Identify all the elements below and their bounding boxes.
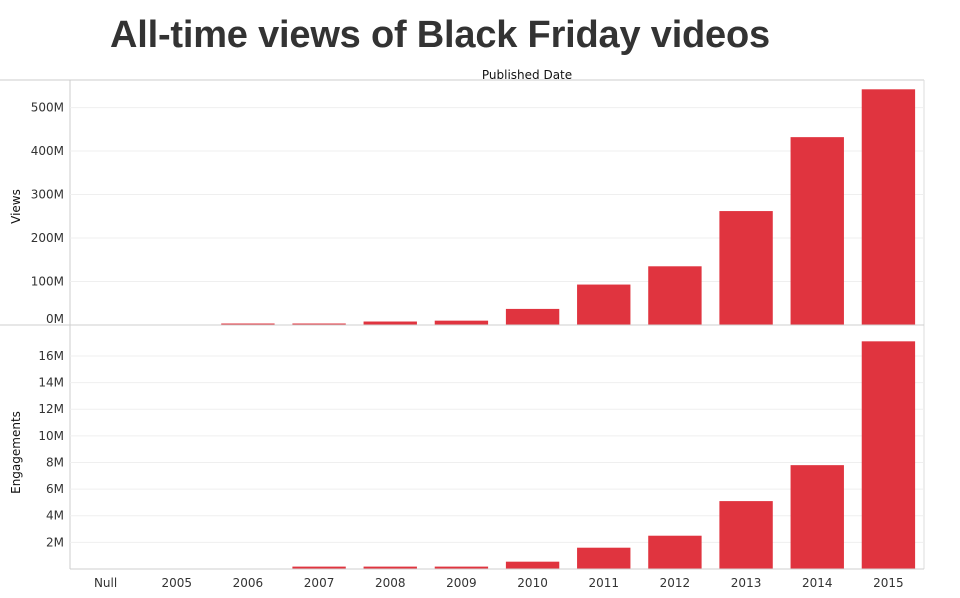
bar bbox=[363, 566, 417, 569]
bar bbox=[719, 501, 773, 569]
bar bbox=[790, 137, 844, 325]
x-tick-label: 2006 bbox=[233, 576, 264, 590]
y-tick-label: 12M bbox=[38, 402, 64, 416]
bar bbox=[434, 566, 489, 569]
y-tick-label: 6M bbox=[46, 482, 64, 496]
x-tick-label: 2009 bbox=[446, 576, 477, 590]
bar bbox=[221, 323, 275, 325]
y-tick-label: 14M bbox=[38, 376, 64, 390]
bar bbox=[292, 323, 346, 325]
bar bbox=[505, 561, 560, 569]
y-axis-label: Engagements bbox=[9, 411, 23, 494]
y-tick-label: 4M bbox=[46, 509, 64, 523]
x-tick-label: 2013 bbox=[731, 576, 762, 590]
y-axis-label: Views bbox=[9, 189, 23, 224]
y-tick-label: 0M bbox=[46, 312, 64, 326]
x-tick-label: 2014 bbox=[802, 576, 833, 590]
bar bbox=[505, 308, 560, 325]
chart-title: All-time views of Black Friday videos bbox=[110, 14, 770, 56]
x-tick-label: 2005 bbox=[161, 576, 192, 590]
bar bbox=[648, 266, 702, 325]
bar bbox=[790, 465, 844, 569]
x-tick-label: 2008 bbox=[375, 576, 406, 590]
x-tick-label: 2011 bbox=[588, 576, 619, 590]
x-tick-label: Null bbox=[94, 576, 117, 590]
y-tick-label: 300M bbox=[31, 188, 64, 202]
bar bbox=[292, 566, 346, 569]
bar bbox=[719, 211, 773, 325]
bar bbox=[648, 535, 702, 569]
bar bbox=[577, 547, 631, 569]
column-header: Published Date bbox=[482, 68, 572, 82]
x-tick-label: 2010 bbox=[517, 576, 548, 590]
bar bbox=[434, 320, 489, 325]
x-tick-label: 2007 bbox=[304, 576, 335, 590]
bar bbox=[861, 89, 916, 325]
y-tick-label: 8M bbox=[46, 455, 64, 469]
y-tick-label: 500M bbox=[31, 101, 64, 115]
y-tick-label: 10M bbox=[38, 429, 64, 443]
bar bbox=[577, 284, 631, 325]
y-tick-label: 2M bbox=[46, 535, 64, 549]
y-tick-label: 200M bbox=[31, 231, 64, 245]
y-tick-label: 400M bbox=[31, 144, 64, 158]
x-tick-label: 2015 bbox=[873, 576, 904, 590]
x-tick-label: 2012 bbox=[660, 576, 691, 590]
y-tick-label: 16M bbox=[38, 349, 64, 363]
y-tick-label: 100M bbox=[31, 275, 64, 289]
bar bbox=[861, 341, 916, 569]
bar bbox=[363, 321, 417, 325]
